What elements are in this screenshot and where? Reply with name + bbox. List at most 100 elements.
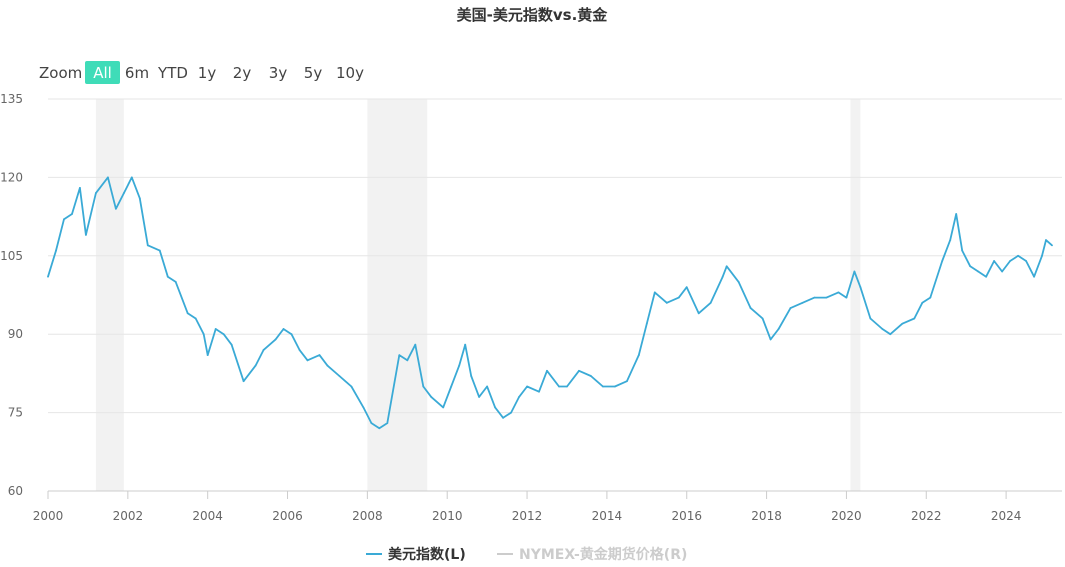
shaded-period: [367, 99, 428, 491]
data-point: [290, 333, 293, 336]
data-point: [414, 343, 417, 346]
data-point: [613, 385, 616, 388]
data-point: [1051, 244, 1053, 247]
chart-title: 美国-美元指数vs.黄金: [457, 6, 609, 24]
data-point: [665, 301, 668, 304]
data-point: [194, 317, 197, 320]
range-button-10y[interactable]: 10y: [335, 61, 365, 84]
data-point: [813, 296, 816, 299]
data-point: [398, 354, 401, 357]
y-tick-label: 105: [0, 249, 23, 263]
data-point: [869, 317, 872, 320]
data-point: [538, 390, 540, 393]
x-tick-label: 2008: [352, 509, 383, 523]
data-point: [685, 286, 688, 289]
data-point: [721, 275, 724, 278]
data-point: [55, 249, 57, 252]
legend-item-0[interactable]: 美元指数(L): [366, 546, 466, 563]
data-point: [262, 348, 265, 351]
data-point: [146, 244, 149, 247]
data-point: [853, 270, 856, 273]
data-point: [458, 364, 461, 367]
data-point: [71, 213, 73, 215]
y-tick-label: 75: [8, 406, 23, 420]
data-point: [174, 281, 177, 283]
range-button-2y[interactable]: 2y: [230, 61, 254, 84]
data-point: [859, 286, 862, 289]
range-button-ytd[interactable]: YTD: [155, 61, 191, 84]
data-point: [913, 317, 916, 320]
data-point: [106, 176, 109, 179]
range-button-5y[interactable]: 5y: [301, 61, 325, 84]
series-line-0: [47, 176, 1053, 430]
data-point: [1001, 270, 1004, 273]
gridlines: [48, 98, 1062, 414]
legend-label[interactable]: NYMEX-黄金期货价格(R): [519, 546, 687, 563]
data-point: [298, 348, 301, 351]
data-point: [881, 328, 884, 330]
data-point: [725, 265, 728, 268]
range-button-label[interactable]: 10y: [336, 64, 364, 82]
range-button-bg[interactable]: [85, 61, 120, 84]
range-button-label[interactable]: All: [93, 64, 112, 82]
data-point: [370, 422, 373, 424]
data-point: [1017, 254, 1019, 257]
data-point: [47, 275, 49, 278]
data-point: [566, 385, 568, 388]
range-button-6m[interactable]: 6m: [122, 61, 152, 84]
data-point: [306, 359, 309, 362]
x-tick-label: 2002: [113, 509, 144, 523]
range-button-label[interactable]: YTD: [157, 64, 188, 82]
data-point: [510, 411, 512, 414]
data-point: [677, 296, 680, 299]
data-point: [318, 354, 321, 357]
data-point: [338, 375, 341, 377]
data-point: [737, 281, 740, 283]
data-point: [977, 270, 980, 273]
range-button-all[interactable]: All: [85, 61, 120, 84]
shaded-period: [850, 99, 861, 491]
data-point: [186, 312, 189, 315]
axes: 60 75 90 105 120 135 2000 2002 2004 2006 2008 2010 2…: [0, 92, 1062, 523]
data-point: [114, 207, 117, 210]
data-point: [993, 260, 996, 262]
x-tick-label: 2004: [192, 509, 223, 523]
data-point: [901, 322, 904, 325]
range-button-3y[interactable]: 3y: [266, 61, 290, 84]
data-point: [921, 301, 924, 304]
range-button-label[interactable]: 1y: [198, 64, 217, 82]
data-point: [777, 328, 780, 330]
x-tick-label: 2022: [911, 509, 942, 523]
range-button-label[interactable]: 3y: [269, 64, 288, 82]
data-point: [95, 192, 97, 194]
y-tick-label: 135: [0, 92, 23, 106]
data-point: [85, 233, 87, 236]
legend-label[interactable]: 美元指数(L): [388, 546, 466, 563]
range-button-1y[interactable]: 1y: [195, 61, 219, 84]
data-point: [625, 380, 628, 383]
data-point: [578, 369, 580, 372]
range-button-label[interactable]: 6m: [125, 64, 149, 82]
data-point: [518, 396, 520, 398]
data-point: [430, 396, 433, 398]
data-point: [949, 239, 952, 242]
x-tick-label: 2018: [751, 509, 782, 523]
range-button-label[interactable]: 2y: [233, 64, 252, 82]
data-point: [79, 186, 81, 189]
data-point: [769, 338, 772, 341]
x-tick-label: 2000: [33, 509, 64, 523]
data-point: [254, 364, 257, 367]
zoom-label: Zoom: [39, 64, 82, 82]
x-tick-label: 2010: [432, 509, 463, 523]
data-point: [422, 385, 425, 388]
data-point: [961, 249, 964, 252]
data-point: [801, 301, 804, 304]
data-point: [845, 296, 848, 299]
legend-item-1[interactable]: NYMEX-黄金期货价格(R): [497, 546, 687, 563]
data-point: [158, 249, 161, 252]
range-button-label[interactable]: 5y: [304, 64, 323, 82]
data-point: [130, 176, 133, 179]
data-point: [464, 343, 467, 346]
data-point: [789, 307, 792, 309]
